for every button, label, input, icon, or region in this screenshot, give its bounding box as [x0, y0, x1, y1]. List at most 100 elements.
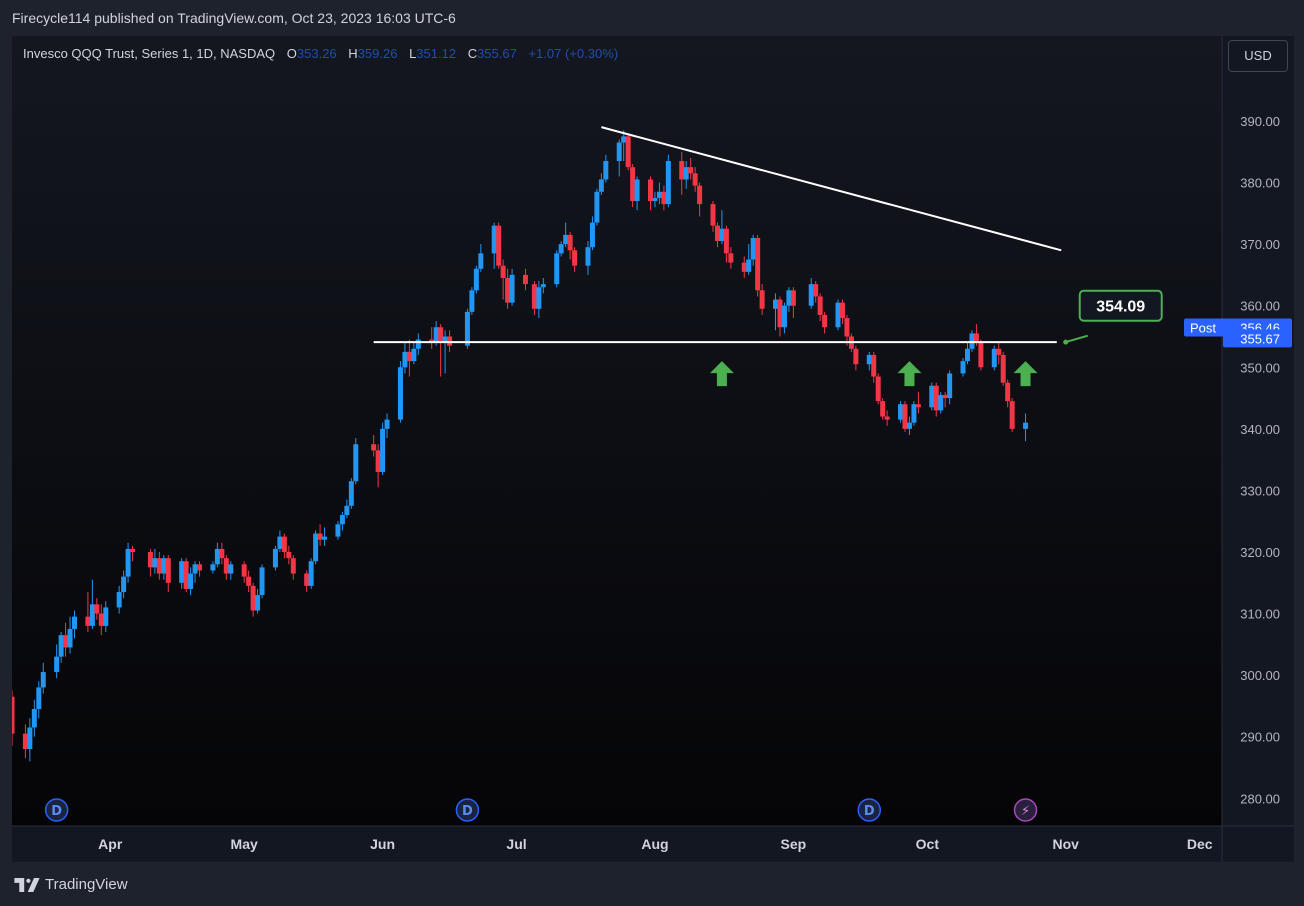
post-label: Post	[1190, 320, 1216, 335]
callout-leader	[1065, 334, 1089, 344]
candle-body	[906, 422, 912, 429]
dividend-marker-label: D	[51, 804, 62, 819]
candle-body	[947, 373, 953, 399]
event-markers-layer: D D D ⚡	[44, 798, 1038, 822]
candle-body	[223, 558, 229, 574]
candle-body	[652, 197, 658, 202]
y-tick-label: 370.00	[1240, 237, 1280, 252]
publish-header: Firecycle114 published on TradingView.co…	[0, 0, 1304, 36]
x-tick-label: Oct	[916, 836, 940, 852]
tradingview-brand[interactable]: TradingView	[14, 876, 128, 893]
time-scale-background	[12, 826, 1222, 862]
candle-body	[813, 284, 819, 297]
candle-body	[380, 428, 386, 472]
candle-body	[246, 576, 252, 586]
x-tick-label: Sep	[781, 836, 807, 852]
candle-body	[603, 160, 609, 180]
last-price-tag	[1223, 329, 1292, 348]
callout-label: 354.09	[1096, 299, 1145, 316]
candle-body	[464, 311, 470, 346]
candle-body	[933, 385, 939, 411]
candle-body	[509, 274, 515, 303]
dividend-marker	[455, 798, 480, 822]
candle-body	[880, 401, 886, 417]
candle-body	[884, 416, 890, 420]
candle-body	[915, 404, 921, 408]
y-tick-label: 300.00	[1240, 668, 1280, 683]
candle-body	[755, 237, 761, 291]
x-tick-label: Jun	[370, 836, 395, 852]
candle-body	[397, 367, 403, 420]
candle-body	[531, 284, 537, 309]
candle-body	[272, 548, 278, 568]
candle-body	[125, 548, 131, 577]
candle-body	[12, 696, 15, 734]
arrow-up-icon	[897, 361, 922, 387]
candle-body	[710, 204, 716, 226]
x-tick-label: Aug	[641, 836, 668, 852]
candle-body	[964, 348, 970, 362]
candle-body	[290, 558, 296, 574]
candle-body	[250, 585, 256, 611]
resistance-trendline	[601, 126, 1062, 252]
candle-body	[491, 225, 497, 254]
candle-body	[500, 265, 506, 278]
candle-body	[871, 354, 877, 377]
candle-body	[656, 191, 662, 198]
candle-body	[277, 536, 283, 549]
y-tick-label: 360.00	[1240, 299, 1280, 314]
currency-button[interactable]: USD	[1228, 40, 1288, 72]
candle-body	[723, 228, 729, 254]
candle-body	[773, 299, 779, 309]
x-tick-label: Apr	[98, 836, 123, 852]
candle-body	[996, 348, 1002, 355]
brand-name: TradingView	[45, 876, 128, 893]
low-value: 351.12	[416, 46, 457, 61]
published-by-text: Firecycle114 published on TradingView.co…	[12, 10, 456, 26]
candle-body	[750, 237, 756, 260]
candle-body	[384, 419, 390, 429]
y-tick-label: 350.00	[1240, 360, 1280, 375]
price-chart[interactable]: 280.00 290.00 300.00 310.00 320.00 330.00 340.…	[12, 36, 1294, 862]
candle-body	[348, 481, 354, 506]
candle-body	[147, 551, 153, 568]
candle-body	[161, 558, 167, 574]
candle-body	[540, 284, 546, 288]
candle-body	[85, 616, 91, 626]
candle-body	[790, 290, 796, 306]
candle-body	[339, 515, 345, 525]
high-label: H	[348, 46, 358, 61]
candle-body	[567, 234, 573, 251]
candle-body	[219, 548, 225, 559]
candle-body	[661, 191, 667, 205]
candle-body	[255, 595, 261, 611]
candle-body	[89, 604, 95, 626]
footer: TradingView	[0, 862, 1304, 906]
y-tick-label: 310.00	[1240, 607, 1280, 622]
candle-body	[647, 179, 653, 202]
candle-body	[902, 404, 908, 429]
candle-body	[630, 167, 636, 202]
candle-body	[228, 564, 234, 574]
candle-body	[866, 354, 872, 365]
candle-body	[67, 628, 73, 648]
high-value: 359.26	[357, 46, 398, 61]
y-tick-label: 290.00	[1240, 730, 1280, 745]
candle-body	[786, 290, 792, 306]
candle-body	[817, 296, 823, 315]
candle-body	[371, 444, 377, 451]
candle-body	[536, 287, 542, 309]
candle-body	[572, 250, 578, 266]
candle-body	[214, 548, 220, 565]
candle-body	[415, 339, 421, 349]
open-label: O	[286, 46, 297, 61]
low-label: L	[409, 46, 417, 61]
candle-body	[94, 604, 100, 614]
candle-body	[781, 305, 787, 328]
x-tick-label: Dec	[1187, 836, 1213, 852]
chart-pane[interactable]: 280.00 290.00 300.00 310.00 320.00 330.00 340.…	[12, 36, 1294, 862]
candle-body	[938, 394, 944, 411]
candle-body	[777, 299, 783, 328]
candle-body	[844, 318, 850, 337]
candle-body	[929, 385, 935, 408]
